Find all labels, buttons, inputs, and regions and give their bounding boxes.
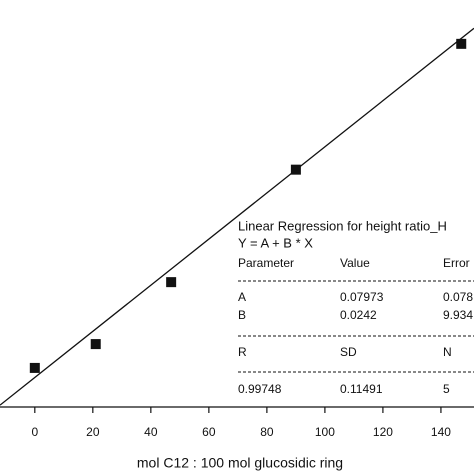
x-tick-label: 60 (202, 425, 216, 439)
x-tick-label: 120 (373, 425, 393, 439)
x-tick-label: 140 (431, 425, 451, 439)
x-tick-label: 40 (144, 425, 158, 439)
table-cell: 5 (443, 382, 450, 396)
regression-title: Linear Regression for height ratio_H (238, 218, 447, 233)
x-axis-label: mol C12 : 100 mol glucosidic ring (137, 455, 343, 471)
x-tick-label: 100 (315, 425, 335, 439)
table-header: SD (340, 345, 357, 359)
regression-equation: Y = A + B * X (238, 235, 313, 250)
point (90, 339, 101, 350)
table-cell: 0.99748 (238, 382, 282, 396)
x-tick-label: 0 (31, 425, 38, 439)
point (456, 38, 467, 49)
x-tick-label: 20 (86, 425, 100, 439)
x-tick-label: 80 (260, 425, 274, 439)
table-header: Parameter (238, 256, 294, 270)
table-header: N (443, 345, 452, 359)
table-header: Value (340, 256, 370, 270)
point (166, 277, 177, 288)
table-cell: B (238, 308, 246, 322)
table-cell: 0.11491 (340, 382, 383, 396)
point (29, 362, 40, 373)
table-cell: 0.078 (443, 290, 473, 304)
table-cell: 0.07973 (340, 290, 384, 304)
table-header: Error (443, 256, 470, 270)
table-cell: 0.0242 (340, 308, 377, 322)
point (290, 164, 301, 175)
table-cell: 9.934 (443, 308, 473, 322)
regression-box: Linear Regression for height ratio_H Y =… (238, 218, 474, 396)
fit-line (0, 27, 474, 406)
table-header: R (238, 345, 247, 359)
table-cell: A (238, 290, 246, 304)
